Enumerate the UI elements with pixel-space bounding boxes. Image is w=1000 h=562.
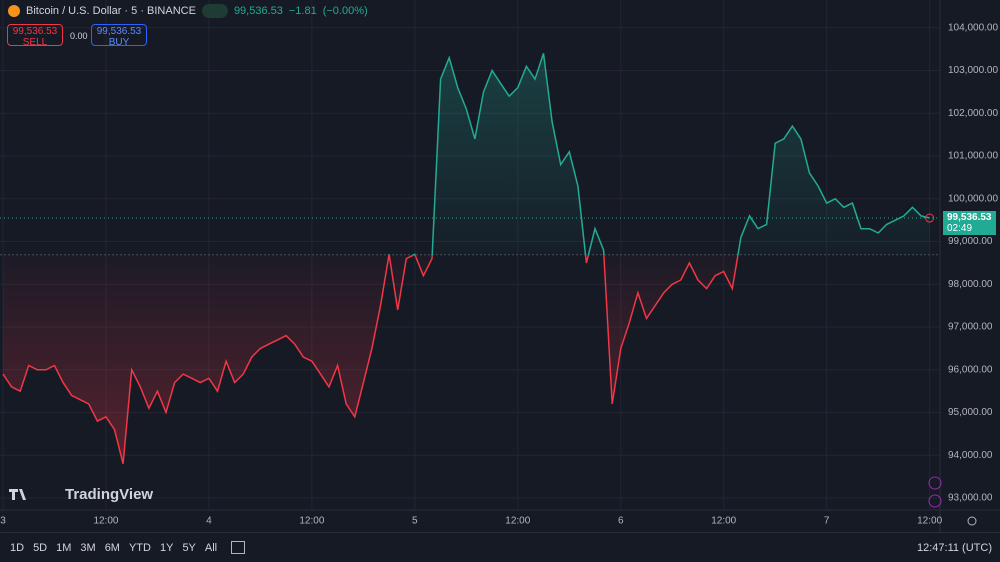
clock: 12:47:11 (UTC) — [917, 541, 992, 554]
x-tick-label: 4 — [206, 516, 212, 527]
y-tick-label: 101,000.00 — [948, 151, 998, 162]
chart: TradingView 93,000.00 94,000.00 95,000.00 9… — [0, 0, 1000, 532]
settings-icon[interactable] — [967, 516, 977, 526]
area — [3, 53, 930, 464]
range-button[interactable]: All — [204, 541, 218, 554]
x-tick-label: 5 — [412, 516, 418, 527]
toolbar: 1D 5D 1M 3M 6M YTD 1Y 5Y All 12:47:11 (UTC) — [0, 532, 1000, 562]
logo: TradingView — [65, 486, 153, 503]
y-tick-label: 95,000.00 — [948, 407, 993, 418]
x-tick-label: 12:00 — [93, 516, 118, 527]
logo-icon — [9, 489, 26, 500]
price-tag: 99,536.53 02:49 — [943, 211, 996, 236]
status-icon — [201, 4, 228, 18]
range-button[interactable]: 5D — [33, 541, 48, 554]
tag-price: 99,536.53 — [947, 212, 992, 224]
range-button[interactable]: 3M — [80, 541, 96, 554]
change-pct: (−0.00%) — [322, 5, 368, 17]
y-tick-label: 93,000.00 — [948, 493, 993, 504]
buy-price: 99,536.53 — [96, 26, 142, 37]
range-button[interactable]: YTD — [128, 541, 151, 554]
x-tick-label: 3 — [0, 516, 6, 527]
x-tick-label: 12:00 — [299, 516, 324, 527]
y-tick-label: 103,000.00 — [948, 65, 998, 76]
y-tick-label: 94,000.00 — [948, 450, 993, 461]
y-tick-label: 100,000.00 — [948, 193, 998, 204]
price: 99,536.53 — [233, 5, 283, 17]
buy-button[interactable]: 99,536.53 BUY — [91, 24, 147, 48]
y-tick-label: 97,000.00 — [948, 322, 993, 333]
y-tick-label: 99,000.00 — [948, 236, 993, 247]
icon[interactable] — [928, 494, 942, 508]
y-tick-label: 102,000.00 — [948, 108, 998, 119]
y-tick-label: 96,000.00 — [948, 364, 993, 375]
x-tick-label: 7 — [824, 516, 830, 527]
sell-label: SELL — [22, 37, 48, 48]
range-button[interactable]: 6M — [104, 541, 120, 554]
sell-price: 99,536.53 — [12, 26, 58, 37]
price-line — [2, 53, 930, 464]
last-point — [925, 213, 935, 223]
date-range-icon[interactable] — [231, 541, 246, 554]
tag-countdown: 02:49 — [947, 223, 973, 235]
symbol: Bitcoin / U.S. Dollar · 5 · BINANCE — [26, 5, 196, 17]
x-tick-label: 12:00 — [711, 516, 736, 527]
buy-label: BUY — [108, 37, 130, 48]
x-tick-label: 12:00 — [505, 516, 530, 527]
x-tick-label: 6 — [618, 516, 624, 527]
range-button[interactable]: 1M — [56, 541, 72, 554]
range-button[interactable]: 1Y — [159, 541, 174, 554]
change: −1.81 — [288, 5, 317, 17]
sell-button[interactable]: 99,536.53 SELL — [7, 24, 63, 48]
icon[interactable] — [928, 476, 942, 490]
y-tick-label: 98,000.00 — [948, 279, 993, 290]
legend: Bitcoin / U.S. Dollar · 5 · BINANCE 99,5… — [8, 4, 368, 18]
y-tick-label: 104,000.00 — [948, 22, 998, 33]
x-tick-label: 12:00 — [917, 516, 942, 527]
range-button[interactable]: 5Y — [182, 541, 196, 554]
range-button[interactable]: 1D — [10, 541, 25, 554]
spread: 0.00 — [70, 31, 88, 41]
coin-icon — [8, 5, 20, 17]
